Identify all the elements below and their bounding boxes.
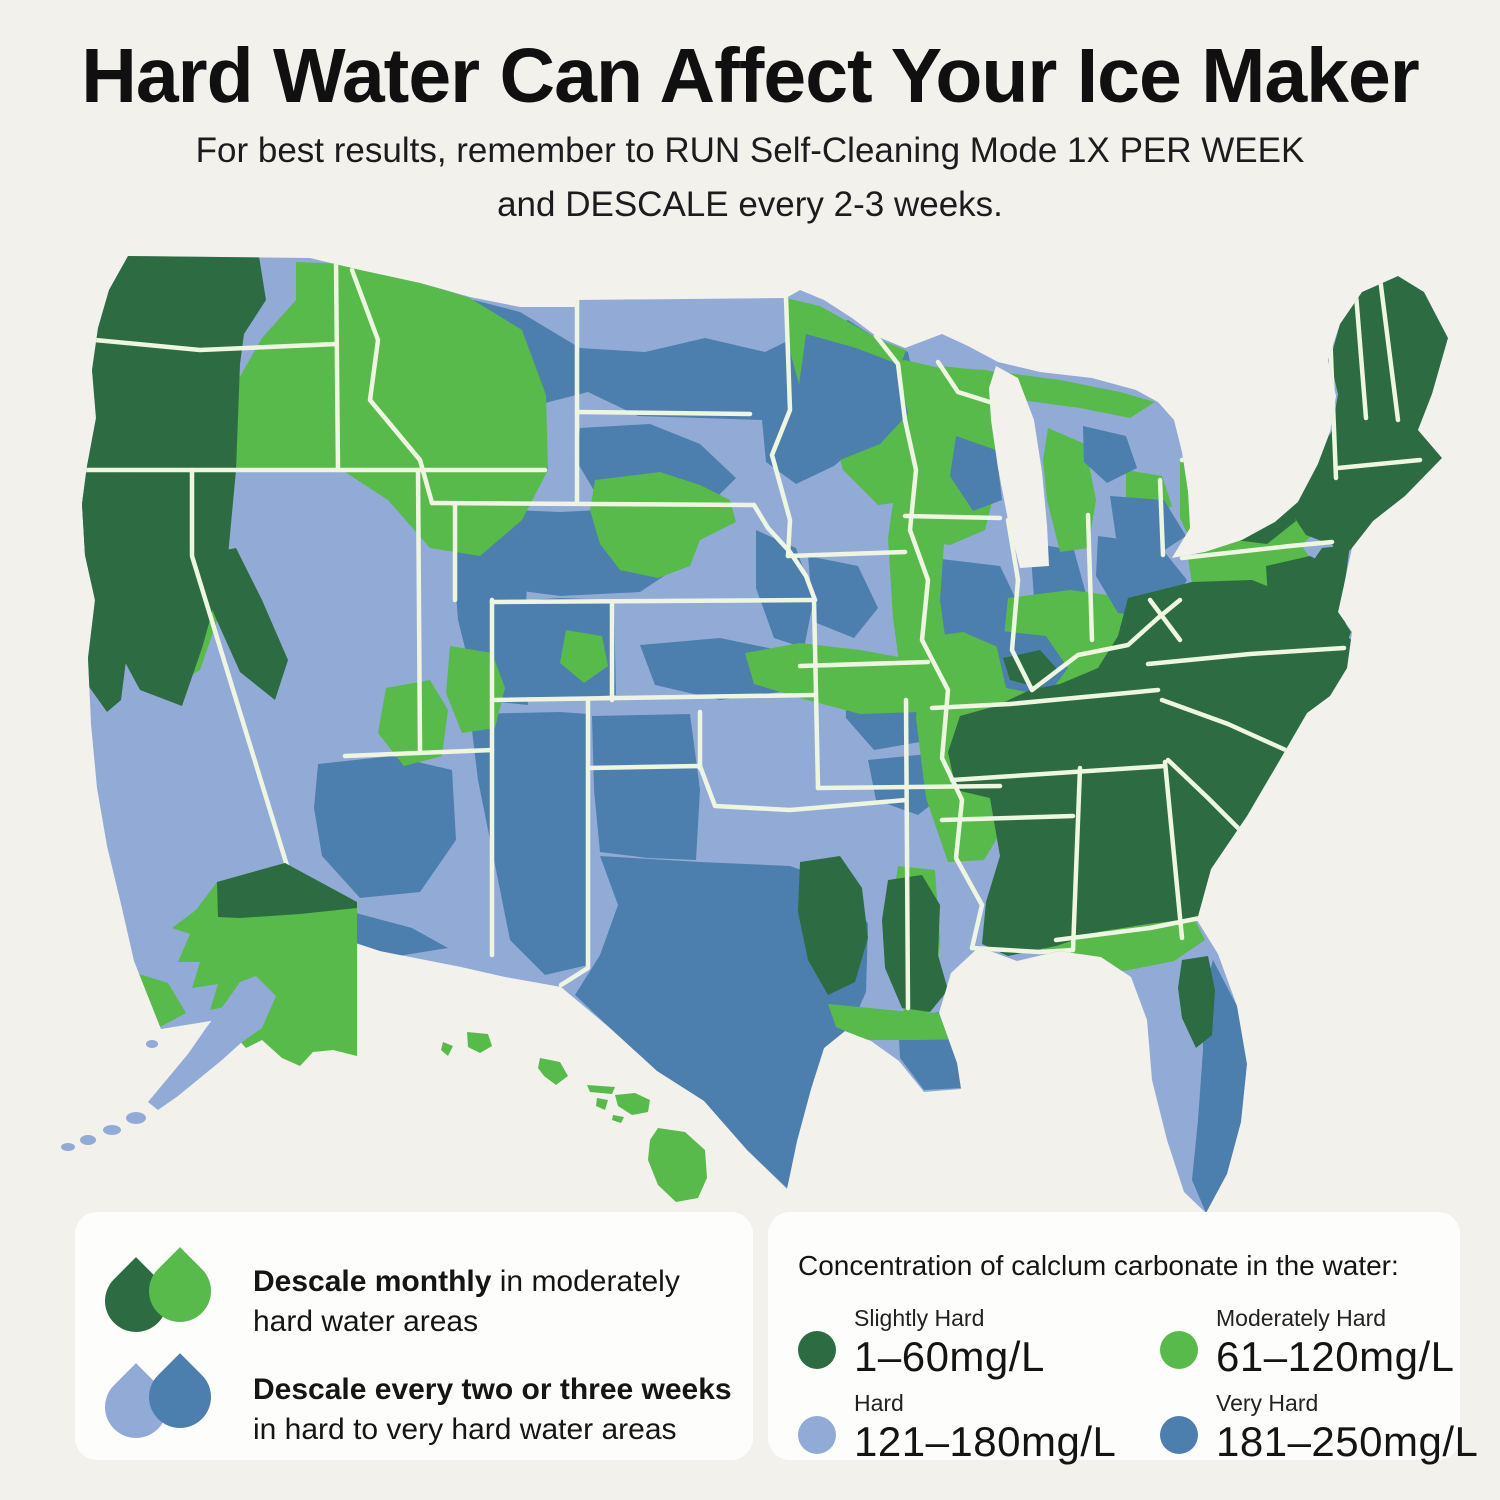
- alaska: [61, 863, 357, 1151]
- hard-dot-icon: [798, 1416, 836, 1454]
- legend-label: Hard: [854, 1390, 904, 1416]
- mainland: [82, 256, 1448, 1213]
- legend-label: Slightly Hard: [854, 1305, 985, 1331]
- hawaii: [441, 1032, 707, 1202]
- descale-monthly-text: Descale monthly in moderately hard water…: [253, 1265, 680, 1338]
- page-title: Hard Water Can Affect Your Ice Maker: [81, 33, 1420, 119]
- moderately-hard-dot-icon: [1160, 1331, 1198, 1369]
- subtitle-line1: For best results, remember to RUN Self-C…: [195, 131, 1305, 170]
- subtitle-line2: and DESCALE every 2-3 weeks.: [497, 185, 1003, 224]
- very-hard-dot-icon: [1160, 1416, 1198, 1454]
- legend-range: 61–120mg/L: [1216, 1333, 1455, 1380]
- very-hard-regions: [296, 290, 1247, 1213]
- state-borders: [82, 259, 1423, 1011]
- legend-range: 181–250mg/L: [1216, 1418, 1479, 1465]
- legend-label: Very Hard: [1216, 1390, 1319, 1416]
- legend-title: Concentration of calclum carbonate in th…: [798, 1250, 1399, 1281]
- slightly-hard-dot-icon: [798, 1331, 836, 1369]
- water-drops-icon: [92, 1247, 237, 1348]
- legend-label: Moderately Hard: [1216, 1305, 1387, 1331]
- hardness-legend-card: Concentration of calclum carbonate in th…: [768, 1212, 1478, 1465]
- legend-range: 121–180mg/L: [854, 1418, 1117, 1465]
- descale-instructions-card: Descale monthly in moderately hard water…: [75, 1212, 753, 1460]
- legend-range: 1–60mg/L: [854, 1333, 1045, 1380]
- lake-michigan: [989, 366, 1049, 568]
- water-drops-icon: [92, 1353, 237, 1454]
- descale-biweekly-text: Descale every two or three weeks in hard…: [253, 1373, 732, 1446]
